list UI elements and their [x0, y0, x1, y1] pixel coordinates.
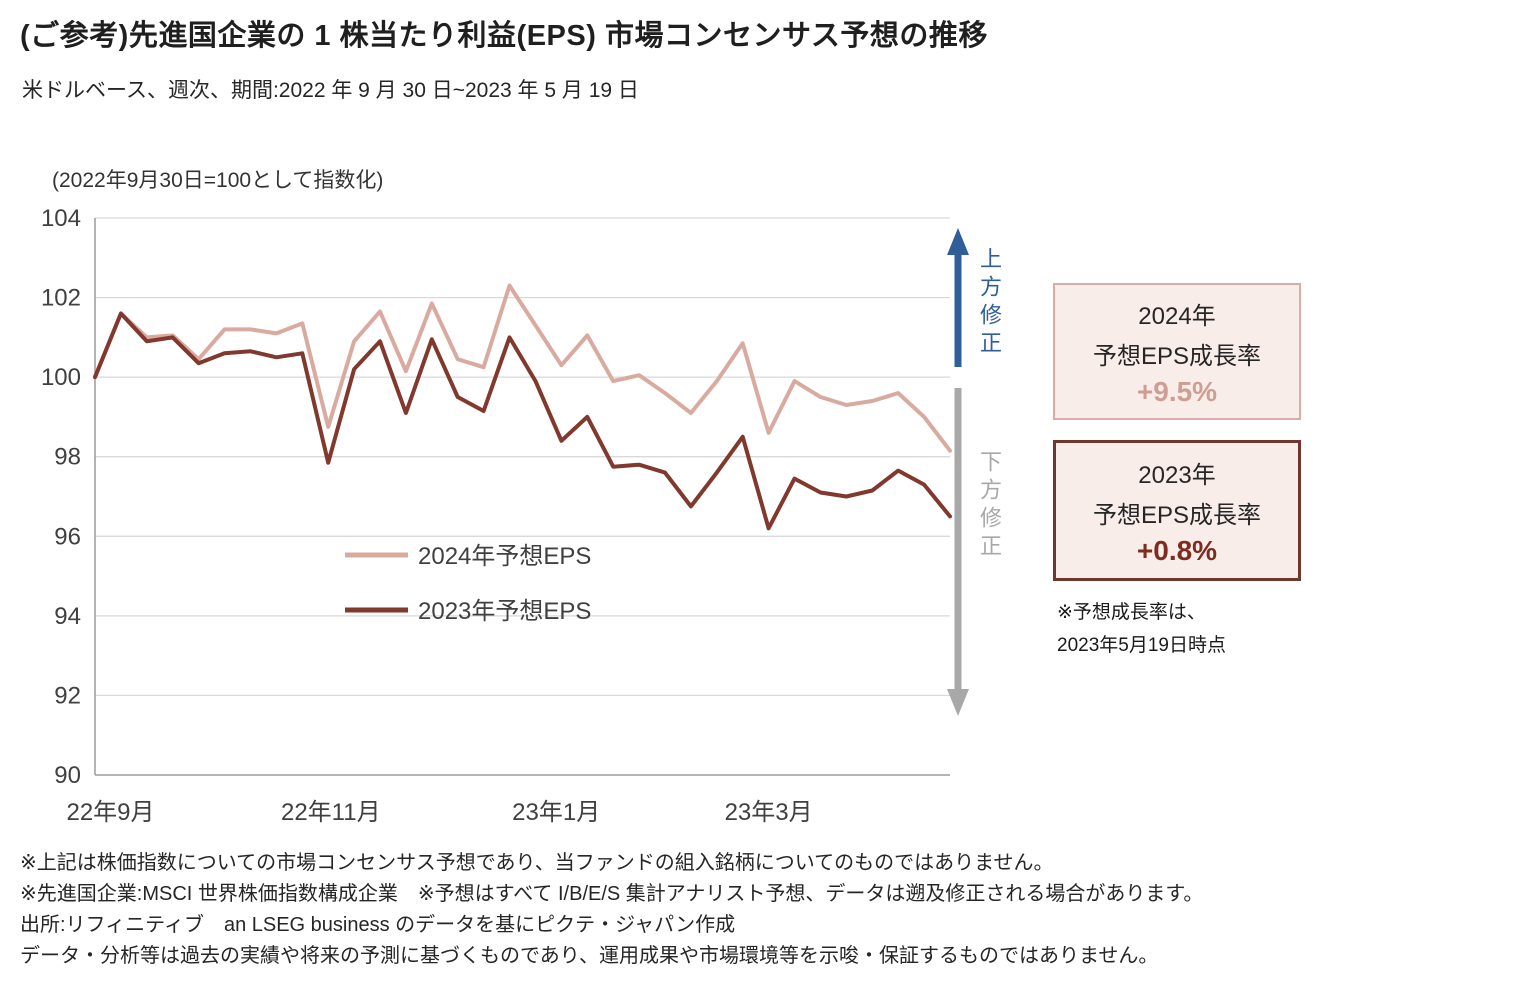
eps-growth-2024-label: 予想EPS成長率 [1092, 342, 1262, 370]
svg-text:102: 102 [41, 285, 81, 312]
footnote-line: ※先進国企業:MSCI 世界株価指数構成企業 ※予想はすべて I/B/E/S 集… [20, 883, 1204, 905]
eps-growth-2024-box: 2024年 予想EPS成長率 +9.5% [1053, 283, 1301, 420]
footnote-line: ※上記は株価指数についての市場コンセンサス予想であり、当ファンドの組入銘柄につい… [20, 852, 1054, 874]
chart-index-note: (2022年9月30日=100として指数化) [52, 169, 384, 192]
svg-text:104: 104 [41, 205, 81, 232]
eps-growth-2024-value: +9.5% [1136, 375, 1218, 407]
eps-growth-2023-box: 2023年 予想EPS成長率 +0.8% [1053, 440, 1301, 581]
eps-line-chart: 90 92 94 96 98 100 102 104 22年9月 22年11月 23年1月 23年3月… [41, 205, 969, 826]
eps-growth-2023-value: +0.8% [1136, 534, 1218, 566]
forecast-date-note-line2: 2023年5月19日時点 [1057, 635, 1226, 656]
svg-text:92: 92 [54, 682, 81, 709]
svg-text:22年11月: 22年11月 [281, 799, 381, 826]
svg-text:2024年予想EPS: 2024年予想EPS [418, 543, 591, 570]
svg-text:98: 98 [54, 444, 81, 471]
downward-revision-label: 下方修正 [977, 450, 1002, 562]
svg-text:23年3月: 23年3月 [725, 799, 813, 826]
forecast-date-note-line1: ※予想成長率は、 [1057, 602, 1206, 623]
eps-growth-2023-year: 2023年 [1138, 461, 1216, 489]
svg-text:96: 96 [54, 523, 81, 550]
page-subtitle: 米ドルベース、週次、期間:2022 年 9 月 30 日~2023 年 5 月 … [22, 79, 639, 102]
eps-growth-2023-label: 予想EPS成長率 [1092, 501, 1262, 529]
svg-text:100: 100 [41, 364, 81, 391]
page-title: (ご参考)先進国企業の 1 株当たり利益(EPS) 市場コンセンサス予想の推移 [20, 20, 988, 52]
svg-text:22年9月: 22年9月 [66, 799, 154, 826]
svg-text:2023年予想EPS: 2023年予想EPS [418, 598, 591, 625]
svg-text:90: 90 [54, 762, 81, 789]
svg-text:94: 94 [54, 603, 81, 630]
footnote-line: データ・分析等は過去の実績や将来の予測に基づくものであり、運用成果や市場環境等を… [20, 945, 1159, 967]
upward-revision-label: 上方修正 [977, 247, 1002, 359]
svg-text:23年1月: 23年1月 [512, 799, 600, 826]
footnotes: ※上記は株価指数についての市場コンセンサス予想であり、当ファンドの組入銘柄につい… [20, 848, 1203, 972]
footnote-line: 出所:リフィニティブ an LSEG business のデータを基にピクテ・ジ… [20, 914, 736, 936]
forecast-date-note: ※予想成長率は、 2023年5月19日時点 [1057, 596, 1226, 662]
eps-growth-2024-year: 2024年 [1138, 302, 1216, 330]
